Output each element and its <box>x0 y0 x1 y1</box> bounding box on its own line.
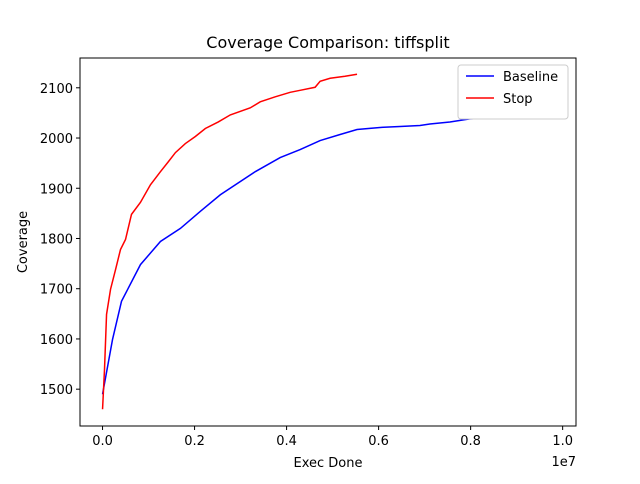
x-tick-label: 0.0 <box>92 434 113 449</box>
y-tick-label: 1500 <box>40 383 73 398</box>
series-line <box>101 73 358 410</box>
x-tick-label: 0.6 <box>368 434 389 449</box>
x-tick-label: 1.0 <box>552 434 573 449</box>
x-tick-label: 0.4 <box>276 434 297 449</box>
y-tick-label: 1600 <box>40 333 73 348</box>
x-tick-label: 0.2 <box>184 434 205 449</box>
legend-label: Stop <box>503 92 533 107</box>
y-tick-label: 1800 <box>40 232 73 247</box>
legend-label: Baseline <box>503 70 558 85</box>
plot-frame <box>79 57 577 427</box>
y-tick-label: 1700 <box>40 283 73 298</box>
series-line <box>101 114 554 395</box>
y-axis-label: Coverage <box>16 211 31 273</box>
y-tick-label: 1900 <box>40 182 73 197</box>
x-offset-label: 1e7 <box>551 455 576 470</box>
x-tick-label: 0.8 <box>460 434 481 449</box>
y-tick-label: 2000 <box>40 132 73 147</box>
y-tick-label: 2100 <box>40 82 73 97</box>
legend-box <box>457 64 569 120</box>
x-axis-label: Exec Done <box>294 456 363 471</box>
chart-title: Coverage Comparison: tiffsplit <box>206 33 449 52</box>
